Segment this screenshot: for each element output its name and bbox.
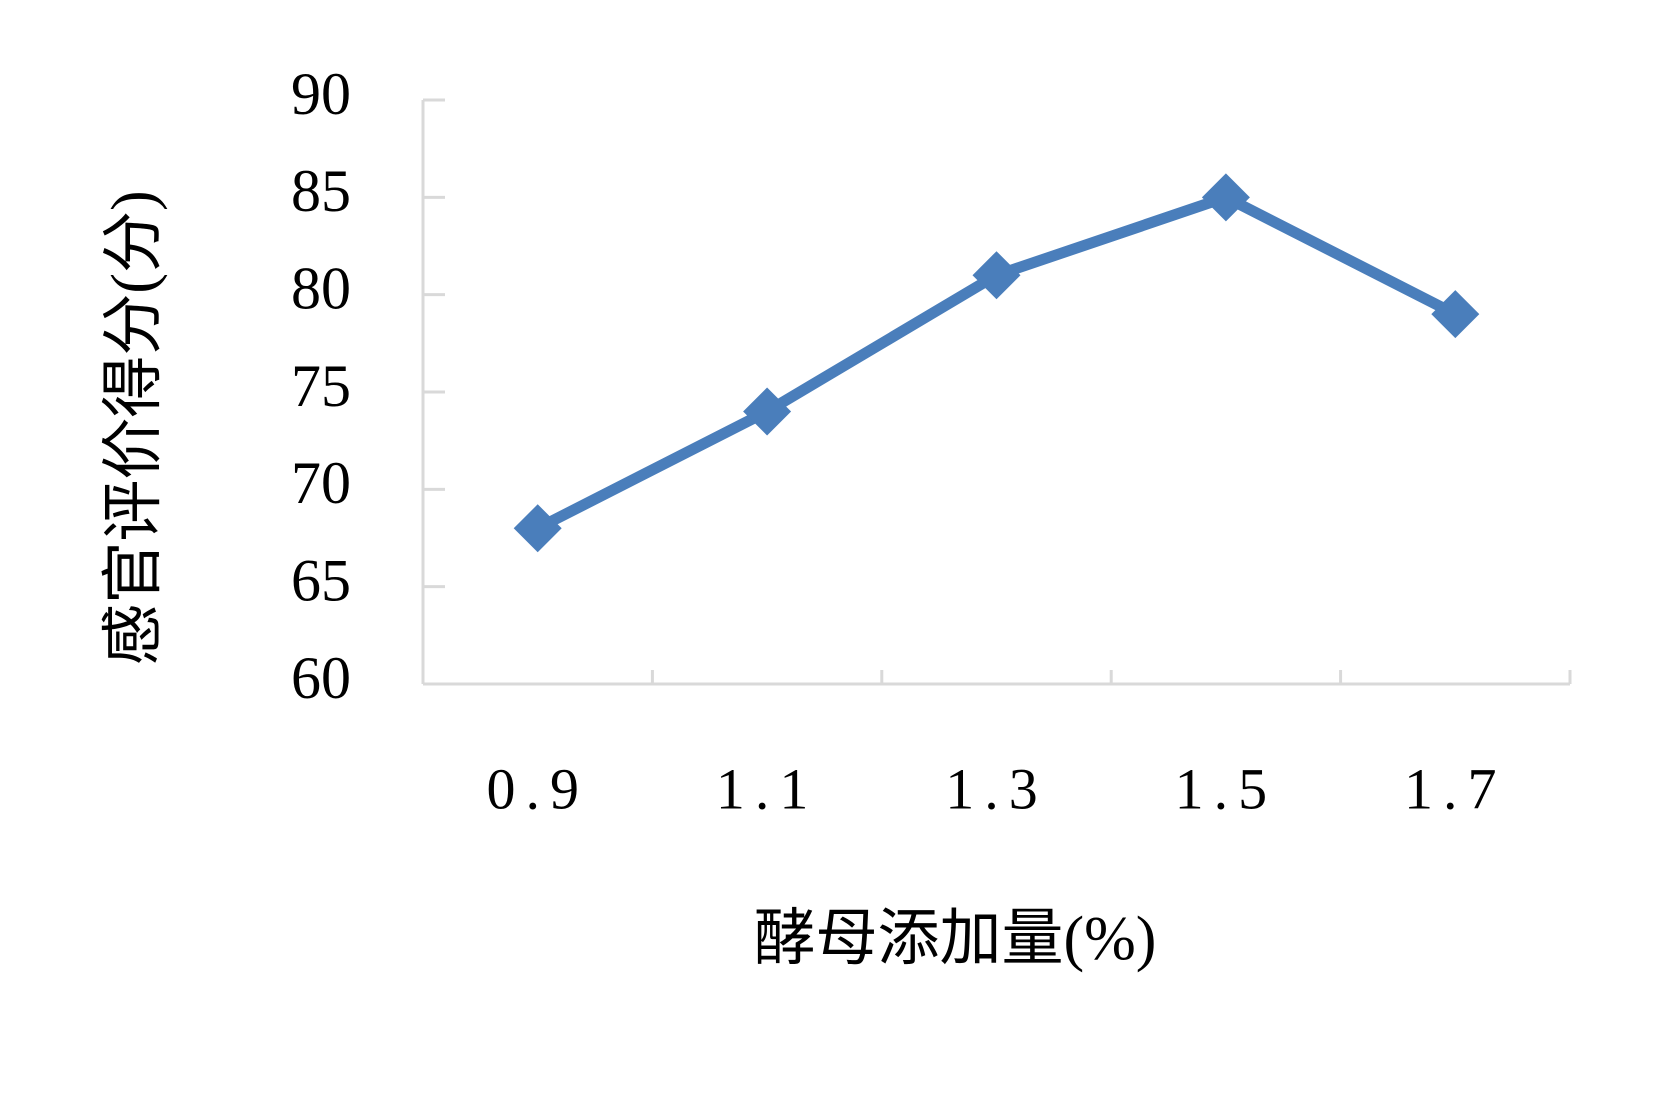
- y-tick-label: 60: [291, 645, 351, 711]
- x-tick-label: 1.5: [1175, 756, 1278, 821]
- y-axis-title: 感官评价得分(分): [100, 190, 168, 665]
- data-point: [1201, 173, 1250, 222]
- y-tick-label: 90: [291, 61, 351, 127]
- data-point: [972, 251, 1021, 300]
- x-tick-label: 0.9: [486, 756, 589, 821]
- x-tick-label: 1.3: [945, 756, 1048, 821]
- y-tick-label: 85: [291, 158, 351, 224]
- x-axis-title: 酵母添加量(%): [754, 905, 1157, 973]
- data-point: [1431, 290, 1480, 339]
- y-tick-label: 70: [291, 450, 351, 516]
- data-point: [513, 504, 562, 553]
- y-tick-label: 65: [291, 547, 351, 613]
- y-tick-label: 80: [291, 255, 351, 321]
- y-tick-label: 75: [291, 353, 351, 419]
- x-tick-label: 1.1: [716, 756, 819, 821]
- x-tick-label: 1.7: [1404, 756, 1507, 821]
- data-point: [743, 387, 792, 436]
